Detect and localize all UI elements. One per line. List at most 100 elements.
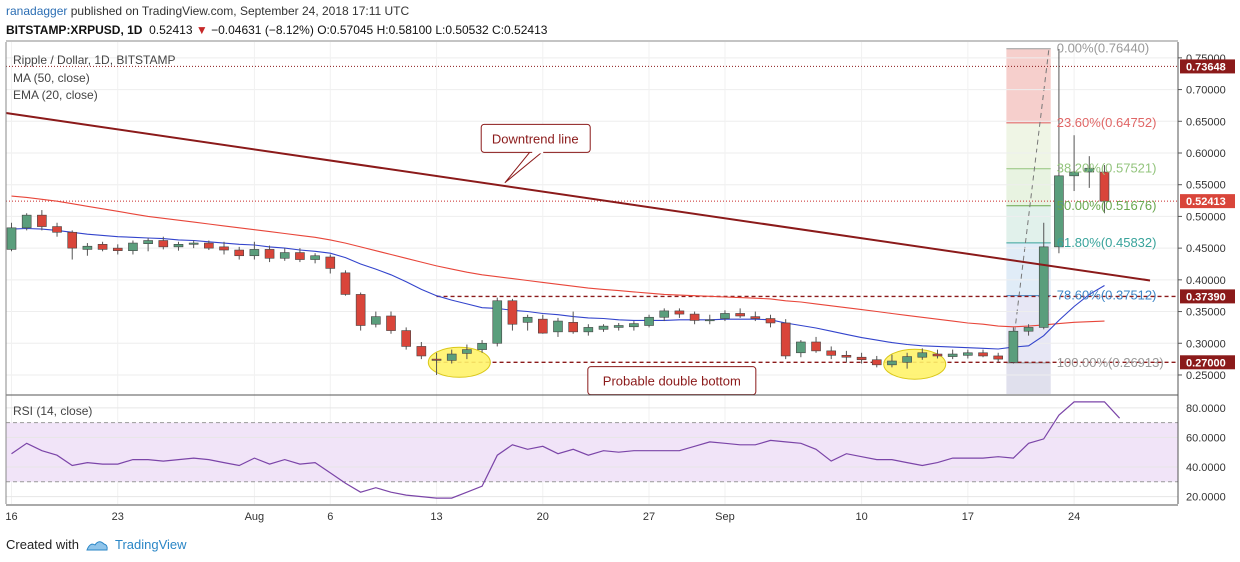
- low-value: L:0.50532: [435, 23, 489, 37]
- double-bottom-callout-text: Probable double bottom: [603, 374, 741, 389]
- fib-level-label: 38.20%(0.57521): [1057, 161, 1157, 176]
- close-value: C:0.52413: [492, 23, 548, 37]
- date-tick-label: 27: [643, 511, 655, 523]
- price-tick-label: 0.40000: [1186, 275, 1226, 287]
- rsi-tick-label: 40.0000: [1186, 462, 1226, 474]
- candle-body: [6, 227, 17, 250]
- candle-body: [295, 252, 305, 260]
- last-price: 0.52413: [149, 23, 193, 37]
- candle-body: [492, 300, 503, 344]
- fib-level-label: 50.00%(0.51676): [1057, 198, 1157, 213]
- candle-body: [128, 242, 138, 251]
- candle-body: [887, 360, 897, 366]
- candle-body: [613, 325, 624, 328]
- price-tag-label: 0.73648: [1186, 61, 1226, 73]
- date-tick-label: 24: [1068, 511, 1080, 523]
- fib-level-label: 23.60%(0.64752): [1057, 115, 1157, 130]
- ema20-line: [11, 227, 1105, 350]
- candle-body: [811, 341, 821, 352]
- price-tag: [1180, 59, 1235, 74]
- fib-level-label: 61.80%(0.45832): [1057, 235, 1157, 250]
- trendline-group[interactable]: [5, 112, 1151, 282]
- candle-body: [82, 245, 93, 250]
- candle-body: [507, 300, 518, 325]
- date-tick-label: 20: [537, 511, 549, 523]
- candle-body: [978, 352, 988, 357]
- fib-zone: [1006, 168, 1051, 206]
- symbol-line: BITSTAMP:XRPUSD, 1D 0.52413 ▼ −0.04631 (…: [6, 23, 547, 37]
- price-tick-label: 0.30000: [1186, 338, 1226, 350]
- price-tag-label: 0.27000: [1186, 357, 1226, 369]
- date-tick-label: 16: [5, 511, 17, 523]
- price-tick-label: 0.25000: [1186, 370, 1226, 382]
- candle-body: [97, 244, 108, 250]
- legend-ema: EMA (20, close): [13, 88, 98, 102]
- open-value: O:0.57045: [317, 23, 374, 37]
- date-tick-label: 6: [327, 511, 333, 523]
- price-tag: [1180, 355, 1235, 370]
- candle-body: [310, 255, 320, 260]
- candle-body: [598, 325, 609, 330]
- candle-body: [841, 355, 852, 358]
- fib-zone: [1006, 122, 1051, 169]
- horizontal-lines: [6, 65, 1178, 363]
- candle-body: [21, 214, 32, 229]
- rsi-legend: RSI (14, close): [13, 404, 92, 418]
- candle-body: [644, 316, 654, 326]
- candle-body: [173, 244, 184, 248]
- candle-body: [902, 356, 912, 363]
- price-tag: [1180, 194, 1235, 209]
- candle-body: [143, 240, 153, 244]
- candle-body: [1099, 171, 1110, 202]
- candle-body: [522, 316, 533, 323]
- candle-body: [188, 242, 199, 245]
- grid: [6, 42, 1178, 504]
- fib-level-label: 0.00%(0.76440): [1057, 41, 1150, 56]
- candle-body: [37, 214, 47, 227]
- date-tick-label: Aug: [245, 511, 265, 523]
- candle-body: [826, 350, 837, 356]
- fib-level-label: 100.00%(0.26913): [1057, 355, 1164, 370]
- candle-body: [553, 320, 563, 333]
- candle-body: [720, 313, 730, 319]
- rsi-tick-label: 60.0000: [1186, 432, 1226, 444]
- tradingview-logo-icon: [86, 540, 108, 551]
- date-tick-label: 17: [962, 511, 974, 523]
- candle-body: [917, 352, 928, 358]
- downtrend-line: [5, 112, 1151, 282]
- candle-body: [386, 315, 396, 331]
- fib-trend-line: [1010, 50, 1050, 360]
- rsi-tick-label: 20.0000: [1186, 492, 1226, 504]
- candle-body: [735, 313, 745, 317]
- author-link[interactable]: ranadagger: [6, 4, 68, 18]
- candle-body: [871, 359, 882, 366]
- highlight-circles: [427, 346, 947, 380]
- legend-ma: MA (50, close): [13, 71, 90, 85]
- candle-body: [462, 349, 472, 354]
- candle-body: [537, 318, 548, 334]
- price-tick-label: 0.75000: [1186, 53, 1226, 65]
- price-tick-label: 0.65000: [1186, 116, 1226, 128]
- candle-body: [750, 316, 761, 319]
- price-tag: [1180, 289, 1235, 304]
- high-value: H:0.58100: [376, 23, 432, 37]
- tradingview-link[interactable]: TradingView: [114, 537, 187, 552]
- candle-body: [158, 240, 169, 248]
- candle-body: [704, 319, 715, 322]
- footer: Created with TradingView: [6, 537, 187, 553]
- candle-body: [796, 341, 806, 354]
- candles: [6, 48, 1110, 375]
- candle-body: [325, 256, 336, 269]
- candle-body: [112, 247, 123, 251]
- candle-body: [629, 323, 639, 328]
- callout-pointer: [504, 150, 545, 184]
- date-tick-label: 13: [430, 511, 442, 523]
- candle-body: [279, 252, 290, 259]
- price-tick-label: 0.35000: [1186, 307, 1226, 319]
- double-bottom-highlight: [427, 346, 491, 378]
- candle-body: [1084, 167, 1095, 173]
- candle-body: [947, 353, 958, 357]
- change-icon: ▼: [195, 23, 208, 37]
- legend-title: Ripple / Dollar, 1D, BITSTAMP: [13, 53, 176, 67]
